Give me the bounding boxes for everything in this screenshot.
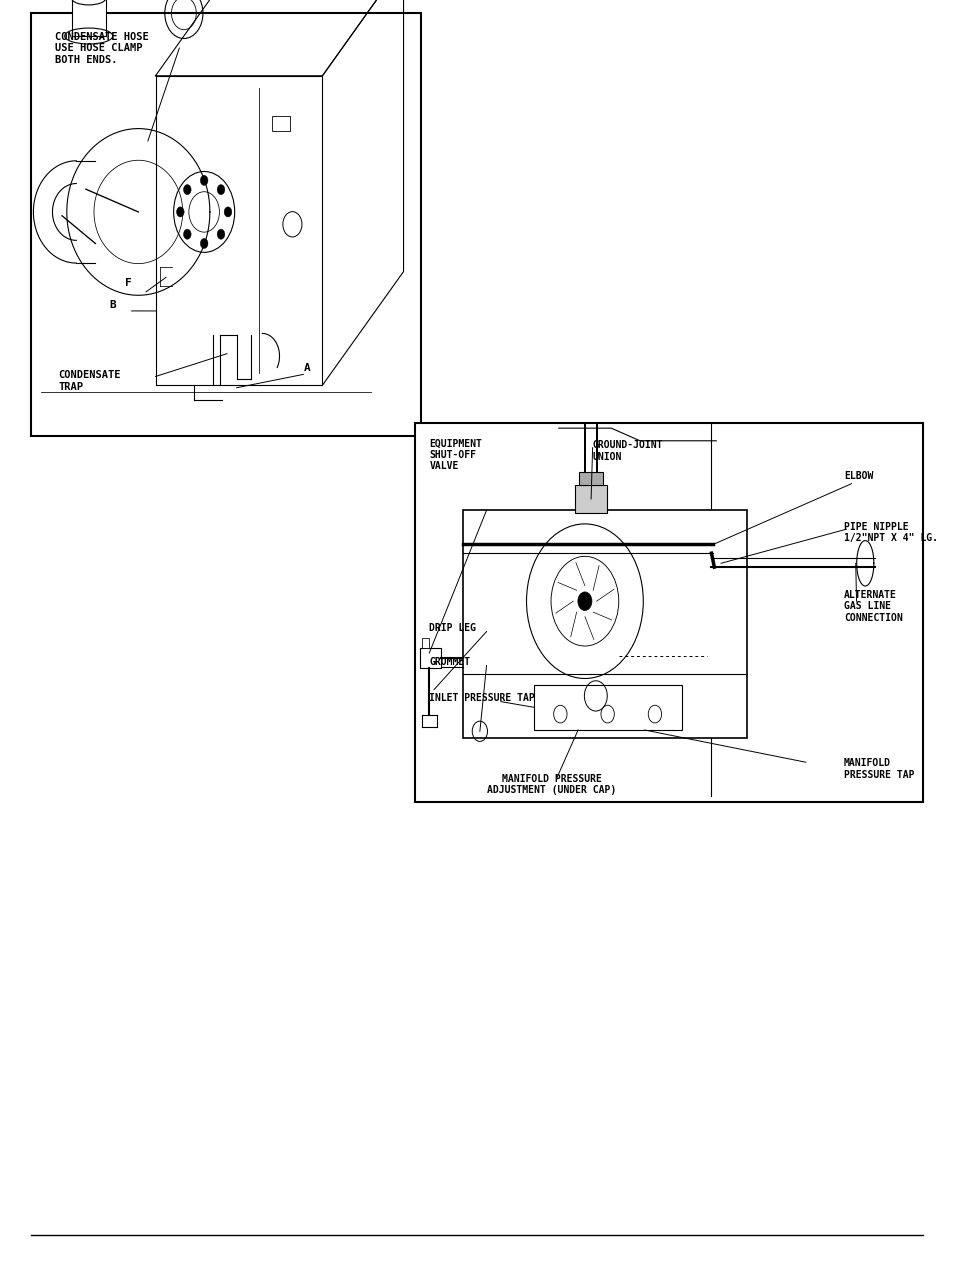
Text: MANIFOLD PRESSURE
ADJUSTMENT (UNDER CAP): MANIFOLD PRESSURE ADJUSTMENT (UNDER CAP) <box>487 773 616 796</box>
Bar <box>419 648 440 668</box>
Circle shape <box>224 207 232 217</box>
Bar <box>31 13 420 436</box>
Bar <box>415 423 922 802</box>
Bar <box>273 116 290 131</box>
Bar <box>462 510 746 738</box>
Text: INLET PRESSURE TAP: INLET PRESSURE TAP <box>429 693 535 702</box>
Text: F: F <box>125 278 132 288</box>
Text: MANIFOLD
PRESSURE TAP: MANIFOLD PRESSURE TAP <box>843 758 913 781</box>
Bar <box>421 638 429 648</box>
Circle shape <box>183 229 191 239</box>
Text: EQUIPMENT
SHUT-OFF
VALVE: EQUIPMENT SHUT-OFF VALVE <box>429 438 481 471</box>
Text: ELBOW: ELBOW <box>843 471 872 481</box>
Bar <box>533 685 680 730</box>
Circle shape <box>200 176 208 186</box>
Bar <box>71 0 106 37</box>
Bar <box>578 472 602 485</box>
Text: DRIP LEG: DRIP LEG <box>429 623 476 633</box>
Circle shape <box>578 592 591 610</box>
Text: CONDENSATE HOSE
USE HOSE CLAMP
BOTH ENDS.: CONDENSATE HOSE USE HOSE CLAMP BOTH ENDS… <box>55 32 149 64</box>
Circle shape <box>200 239 208 249</box>
Text: ALTERNATE
GAS LINE
CONNECTION: ALTERNATE GAS LINE CONNECTION <box>843 590 902 623</box>
Text: CONDENSATE
TRAP: CONDENSATE TRAP <box>58 370 121 392</box>
Circle shape <box>183 184 191 195</box>
Text: GROUND-JOINT
UNION: GROUND-JOINT UNION <box>592 441 662 462</box>
Text: B: B <box>110 299 116 309</box>
Circle shape <box>217 184 225 195</box>
Text: GROMMET: GROMMET <box>429 657 470 667</box>
Text: A: A <box>303 362 310 373</box>
Circle shape <box>217 229 225 239</box>
Text: PIPE NIPPLE
1/2"NPT X 4" LG.: PIPE NIPPLE 1/2"NPT X 4" LG. <box>843 522 937 543</box>
Bar <box>575 485 606 513</box>
Circle shape <box>176 207 184 217</box>
